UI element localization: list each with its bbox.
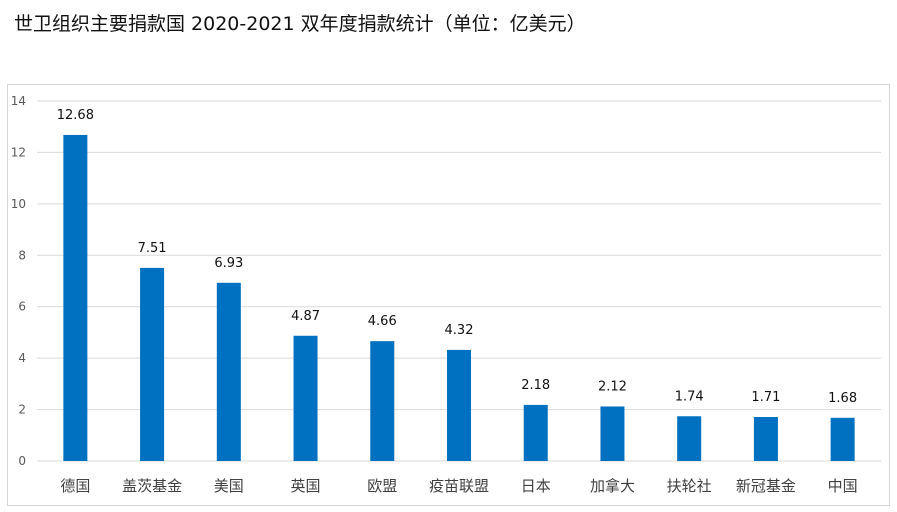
x-tick-label: 加拿大: [590, 477, 635, 495]
y-tick-label: 12: [11, 145, 26, 159]
y-tick-label: 8: [18, 248, 26, 262]
x-tick-label: 欧盟: [367, 477, 397, 495]
y-tick-label: 0: [18, 454, 26, 468]
data-label: 1.74: [675, 389, 704, 404]
x-tick-label: 德国: [60, 477, 90, 495]
bar: [677, 416, 702, 461]
bar: [753, 417, 778, 461]
chart-frame: [7, 84, 890, 506]
x-tick-label: 扶轮社: [667, 477, 712, 495]
bar: [293, 335, 318, 461]
data-label: 4.87: [291, 309, 320, 324]
x-tick-label: 疫苗联盟: [429, 477, 489, 495]
y-tick-label: 14: [11, 94, 26, 108]
data-label: 1.71: [751, 390, 780, 405]
bar: [140, 267, 165, 461]
chart-title: 世卫组织主要捐款国 2020-2021 双年度捐款统计（单位：亿美元）: [14, 13, 586, 35]
data-label: 4.32: [445, 323, 474, 338]
y-tick-label: 4: [18, 351, 26, 365]
x-tick-label: 英国: [291, 477, 321, 495]
data-label: 12.68: [57, 108, 94, 123]
bar: [600, 406, 625, 461]
bar: [523, 404, 548, 461]
bar: [370, 341, 395, 461]
x-tick-label: 新冠基金: [736, 477, 796, 495]
y-tick-label: 2: [18, 403, 26, 417]
y-tick-label: 6: [18, 300, 26, 314]
bar: [63, 134, 88, 461]
x-tick-label: 中国: [828, 477, 858, 495]
data-label: 4.66: [368, 314, 397, 329]
x-tick-label: 美国: [214, 477, 244, 495]
bar: [216, 282, 241, 461]
data-label: 2.12: [598, 379, 627, 394]
data-label: 6.93: [214, 256, 243, 271]
y-tick-label: 10: [11, 197, 26, 211]
x-tick-label: 日本: [521, 477, 551, 495]
x-tick-label: 盖茨基金: [122, 477, 182, 495]
data-label: 2.18: [521, 378, 550, 393]
bar: [830, 417, 855, 461]
data-label: 1.68: [828, 391, 857, 406]
bar: [447, 349, 471, 461]
data-label: 7.51: [138, 241, 167, 256]
